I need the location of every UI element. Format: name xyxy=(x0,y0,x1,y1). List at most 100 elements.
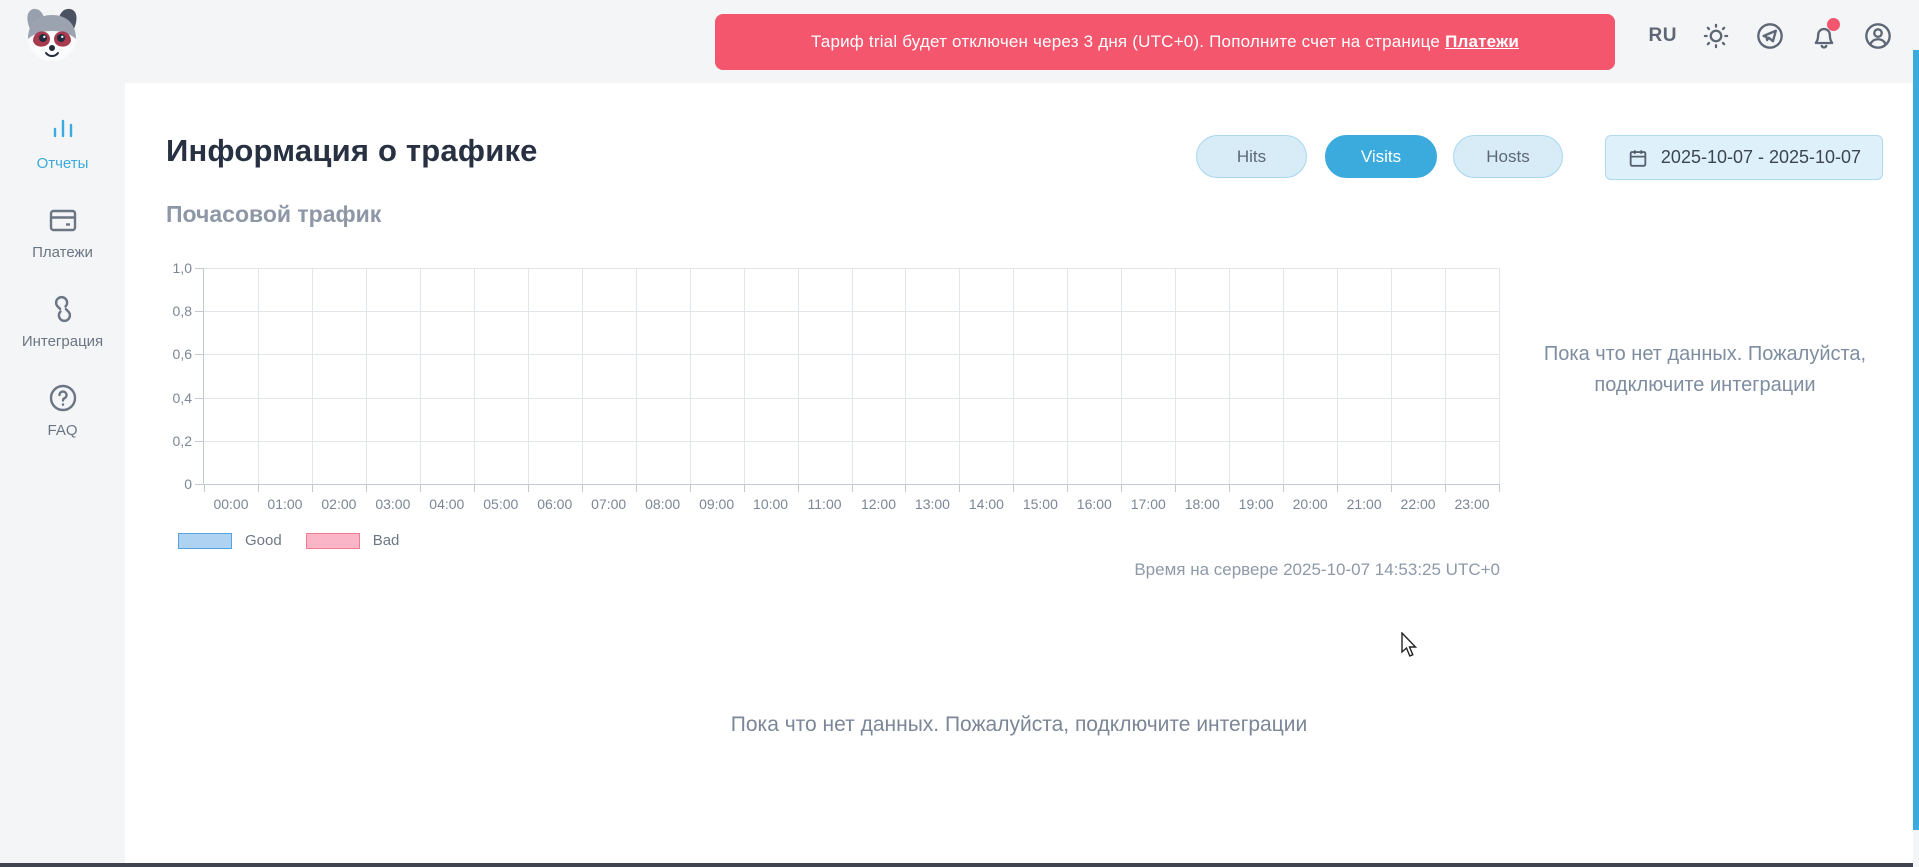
chart-gridline-v xyxy=(419,268,421,484)
x-axis-label: 02:00 xyxy=(321,496,357,512)
language-selector[interactable]: RU xyxy=(1648,25,1677,46)
chart-gridline-v xyxy=(959,268,961,484)
legend-label: Good xyxy=(245,532,282,549)
x-axis-label: 22:00 xyxy=(1400,496,1436,512)
x-axis-label: 21:00 xyxy=(1346,496,1382,512)
raccoon-eye-right xyxy=(57,34,65,42)
legend-label: Bad xyxy=(372,532,400,549)
payments-link[interactable]: Платежи xyxy=(1445,32,1520,51)
tab-hosts[interactable]: Hosts xyxy=(1453,135,1563,178)
sidebar-item-payments[interactable]: Платежи xyxy=(0,202,125,261)
notification-dot xyxy=(1827,18,1840,31)
tab-visits[interactable]: Visits xyxy=(1325,135,1437,178)
no-data-message-side: Пока что нет данных. Пожалуйста, подключ… xyxy=(1543,343,1867,396)
tab-hits[interactable]: Hits xyxy=(1196,135,1307,178)
x-axis-label: 10:00 xyxy=(753,496,789,512)
legend-swatch xyxy=(178,532,232,549)
banner-text: Тариф trial будет отключен через 3 дня (… xyxy=(810,32,1441,51)
chart-gridline-v xyxy=(689,268,691,484)
raccoon-eye-glint xyxy=(43,35,46,38)
credit-card-icon xyxy=(45,202,81,238)
chart-gridline-v xyxy=(1445,268,1447,484)
sidebar: Отчеты Платежи Интеграция xyxy=(0,83,125,863)
raccoon-eye-left xyxy=(39,34,47,42)
chart-gridline-v xyxy=(1283,268,1285,484)
sidebar-item-reports[interactable]: Отчеты xyxy=(0,113,125,172)
sidebar-item-integration[interactable]: Интеграция xyxy=(0,291,125,350)
y-axis-tick xyxy=(195,397,204,399)
sidebar-item-label: FAQ xyxy=(47,422,78,439)
y-axis-label: 0,4 xyxy=(172,389,192,406)
x-axis-label: 18:00 xyxy=(1184,496,1220,512)
x-axis-tick xyxy=(365,484,367,492)
x-axis-label: 12:00 xyxy=(860,496,896,512)
chart-gridline-v xyxy=(1121,268,1123,484)
x-axis-tick xyxy=(419,484,421,492)
x-axis-tick xyxy=(797,484,799,492)
x-axis-tick xyxy=(1013,484,1015,492)
x-axis-tick xyxy=(959,484,961,492)
x-axis-tick xyxy=(851,484,853,492)
chart-gridline-v xyxy=(743,268,745,484)
x-axis-tick xyxy=(1175,484,1177,492)
x-axis-tick xyxy=(1121,484,1123,492)
raccoon-nose xyxy=(49,45,55,51)
x-axis-label: 17:00 xyxy=(1130,496,1166,512)
x-axis-label: 07:00 xyxy=(591,496,627,512)
chart-gridline-v xyxy=(635,268,637,484)
y-axis-tick xyxy=(195,268,204,269)
x-axis-tick xyxy=(1067,484,1069,492)
x-axis-label: 16:00 xyxy=(1076,496,1112,512)
header-actions: RU xyxy=(1649,16,1893,56)
chart-gridline-v xyxy=(1229,268,1231,484)
y-axis-label: 1,0 xyxy=(172,260,192,276)
calendar-icon xyxy=(1629,149,1647,167)
x-axis-tick xyxy=(1499,484,1500,492)
date-range-picker[interactable]: 2025-10-07 - 2025-10-07 xyxy=(1605,135,1883,180)
integration-link-icon xyxy=(45,291,81,327)
chart-gridline-v xyxy=(797,268,799,484)
raccoon-fur xyxy=(28,15,76,39)
y-axis-tick xyxy=(195,484,204,485)
chart-gridline-v xyxy=(527,268,529,484)
chart-gridline-v xyxy=(581,268,583,484)
x-axis-tick xyxy=(1283,484,1285,492)
chart-gridline-v xyxy=(1337,268,1339,484)
sidebar-item-label: Интеграция xyxy=(21,333,104,350)
trial-warning-banner: Тариф trial будет отключен через 3 дня (… xyxy=(715,14,1615,70)
x-axis-label: 04:00 xyxy=(429,496,465,512)
chart-gridline-v xyxy=(1499,268,1500,484)
chart-gridline-v xyxy=(365,268,367,484)
sidebar-item-label: Отчеты xyxy=(36,155,89,172)
profile-icon[interactable] xyxy=(1863,21,1893,51)
x-axis-label: 19:00 xyxy=(1238,496,1274,512)
x-axis-tick xyxy=(581,484,583,492)
y-axis-tick xyxy=(195,440,204,442)
theme-sun-icon[interactable] xyxy=(1701,21,1731,51)
x-axis-tick xyxy=(311,484,313,492)
logo-raccoon[interactable] xyxy=(17,5,87,65)
x-axis-tick xyxy=(527,484,529,492)
legend-item-good[interactable]: Good xyxy=(178,532,282,549)
main-panel: Информация о трафике Hits Visits Hosts 2… xyxy=(125,83,1913,863)
x-axis-label: 14:00 xyxy=(968,496,1004,512)
x-axis-tick xyxy=(473,484,475,492)
chart-gridline-v xyxy=(257,268,259,484)
x-axis-label: 23:00 xyxy=(1454,496,1490,512)
x-axis-tick xyxy=(257,484,259,492)
x-axis-tick xyxy=(1337,484,1339,492)
notifications-bell-icon[interactable] xyxy=(1809,18,1840,51)
sidebar-item-faq[interactable]: FAQ xyxy=(0,380,125,439)
y-axis-label: 0,8 xyxy=(172,303,192,320)
x-axis-label: 00:00 xyxy=(213,496,249,512)
page-scrollbar[interactable] xyxy=(1913,50,1919,830)
question-circle-icon xyxy=(45,380,81,416)
bar-chart-icon xyxy=(45,113,81,149)
x-axis-label: 11:00 xyxy=(807,496,842,512)
y-axis-tick xyxy=(195,311,204,313)
telegram-icon[interactable] xyxy=(1755,21,1785,51)
x-axis-tick xyxy=(1391,484,1393,492)
date-range-value: 2025-10-07 - 2025-10-07 xyxy=(1660,147,1862,167)
legend-item-bad[interactable]: Bad xyxy=(305,532,400,549)
section-title: Почасовой трафик xyxy=(166,201,382,227)
